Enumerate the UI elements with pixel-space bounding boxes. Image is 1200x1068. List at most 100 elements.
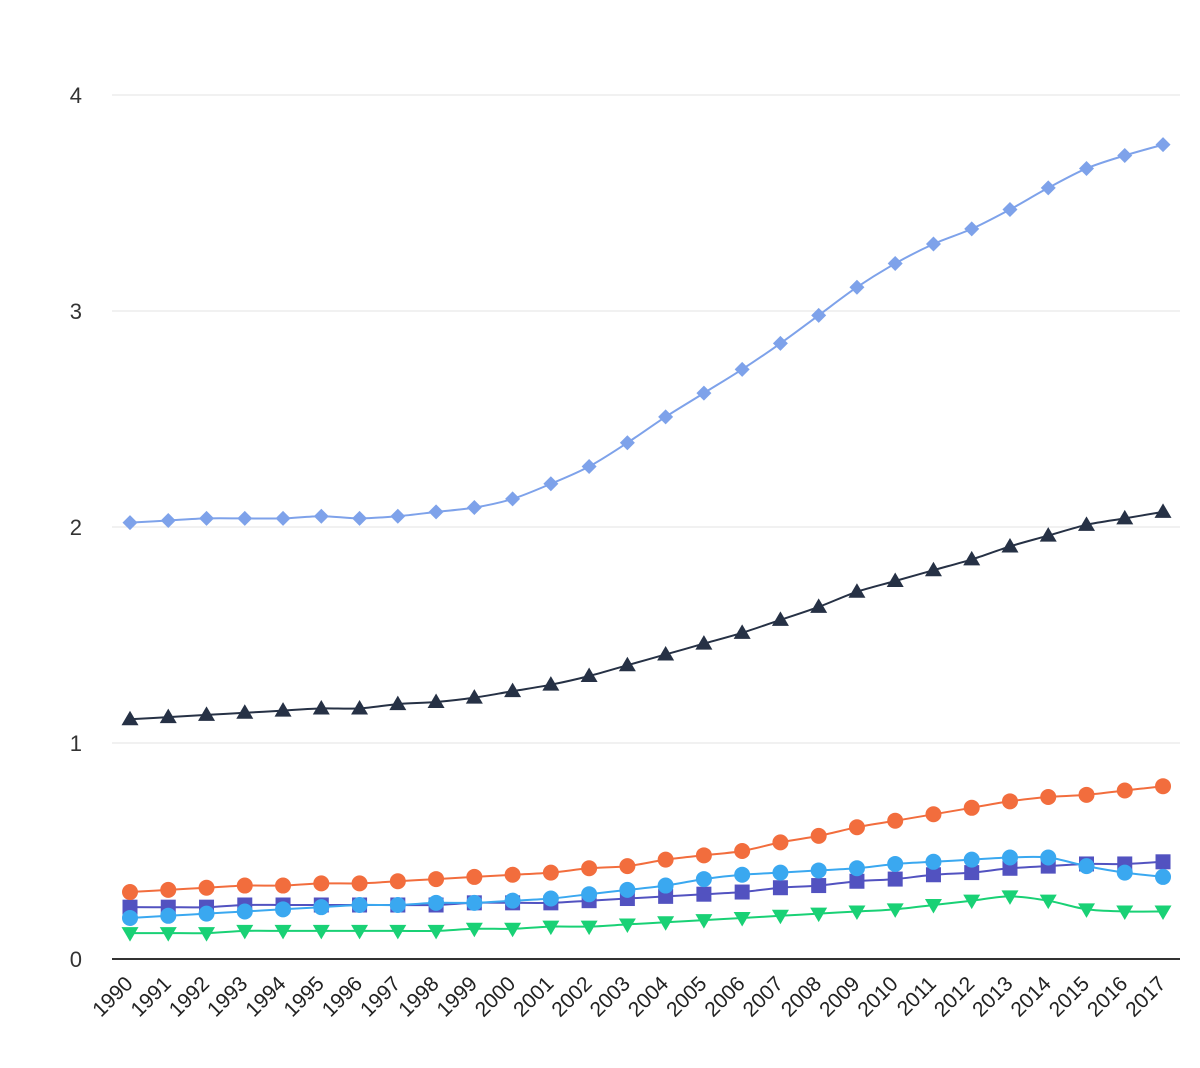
gridlines xyxy=(112,94,1180,960)
data-point xyxy=(964,865,980,881)
data-point xyxy=(275,510,291,526)
x-tick-label: 2004 xyxy=(624,972,674,1022)
data-point xyxy=(236,877,253,894)
data-point xyxy=(543,476,559,492)
data-point xyxy=(1039,894,1057,910)
data-point xyxy=(695,635,713,650)
data-point xyxy=(849,279,865,295)
data-point xyxy=(887,812,904,829)
y-tick-label: 4 xyxy=(70,83,82,108)
data-point xyxy=(542,920,560,936)
data-point xyxy=(351,699,369,715)
y-tick-label: 1 xyxy=(70,731,82,756)
data-point xyxy=(542,890,559,907)
data-point xyxy=(580,667,598,683)
data-point xyxy=(1154,503,1172,518)
x-tick-label: 2011 xyxy=(893,972,941,1020)
data-point xyxy=(618,656,636,672)
data-point xyxy=(427,924,445,940)
series xyxy=(122,849,1172,926)
data-point xyxy=(657,851,674,868)
data-point xyxy=(1078,786,1095,803)
data-point xyxy=(159,927,177,942)
data-point xyxy=(504,922,522,938)
x-tick-label: 1990 xyxy=(88,972,137,1021)
data-point xyxy=(657,645,675,661)
data-point xyxy=(581,860,598,877)
data-point xyxy=(504,866,521,883)
data-point xyxy=(733,911,751,927)
data-point xyxy=(1116,782,1133,799)
series xyxy=(121,890,1172,942)
data-point xyxy=(236,924,254,940)
x-tick-label: 2006 xyxy=(700,972,749,1021)
data-point xyxy=(887,871,903,887)
x-tick-label: 2000 xyxy=(471,972,520,1021)
data-point xyxy=(734,843,751,859)
data-point xyxy=(848,583,866,598)
data-point xyxy=(811,307,827,323)
series-line xyxy=(129,860,1164,909)
data-point xyxy=(1116,905,1134,920)
data-point xyxy=(274,924,292,940)
data-point xyxy=(734,884,750,900)
data-point xyxy=(771,611,789,626)
data-point xyxy=(848,860,865,877)
data-point xyxy=(734,361,750,377)
data-point xyxy=(695,847,712,864)
data-point xyxy=(581,459,597,475)
data-point xyxy=(810,862,827,879)
data-point xyxy=(963,550,981,566)
data-point xyxy=(924,561,942,577)
data-point xyxy=(389,873,406,890)
data-point xyxy=(964,221,980,237)
data-point xyxy=(925,853,942,870)
data-point xyxy=(121,710,139,726)
data-point xyxy=(389,897,406,913)
data-point xyxy=(466,868,483,885)
data-point xyxy=(618,918,636,933)
x-tick-label: 1994 xyxy=(241,972,291,1022)
data-point xyxy=(428,504,444,520)
series-line xyxy=(129,510,1164,721)
data-point xyxy=(772,864,789,881)
data-point xyxy=(504,682,522,698)
data-point xyxy=(313,875,330,892)
x-tick-label: 2002 xyxy=(547,972,596,1021)
data-point xyxy=(1002,201,1018,217)
data-point xyxy=(505,491,521,507)
data-point xyxy=(1155,778,1172,795)
data-point xyxy=(313,899,330,916)
data-point xyxy=(733,624,751,639)
data-point xyxy=(887,255,903,271)
x-tick-label: 2013 xyxy=(968,972,1017,1021)
data-point xyxy=(1040,789,1057,805)
data-point xyxy=(122,909,138,926)
x-tick-label: 1999 xyxy=(433,972,482,1021)
x-tick-label: 1995 xyxy=(280,972,329,1021)
y-tick-label: 3 xyxy=(70,299,82,324)
x-tick-label: 1991 xyxy=(126,972,175,1021)
y-tick-label: 2 xyxy=(70,515,82,540)
data-point xyxy=(1001,793,1018,810)
data-point xyxy=(1040,180,1056,196)
data-point xyxy=(122,515,138,531)
data-point xyxy=(925,806,942,823)
x-tick-label: 1998 xyxy=(394,972,443,1021)
data-point xyxy=(312,699,330,715)
data-point xyxy=(160,907,177,924)
data-point xyxy=(924,899,942,914)
data-point xyxy=(313,508,329,524)
data-point xyxy=(772,880,788,896)
data-point xyxy=(963,851,980,868)
series-line xyxy=(129,855,1164,919)
x-tick-label: 2015 xyxy=(1045,972,1094,1021)
data-point xyxy=(1116,864,1133,881)
x-tick-label: 1993 xyxy=(203,972,252,1021)
data-point xyxy=(695,871,712,888)
x-tick-label: 2007 xyxy=(739,972,788,1021)
data-point xyxy=(1040,849,1057,866)
data-point xyxy=(619,881,636,898)
data-point xyxy=(886,572,904,587)
